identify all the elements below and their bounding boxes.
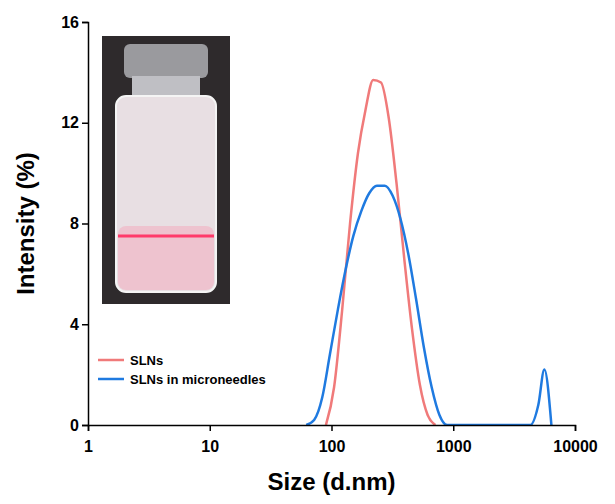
tick-mark — [575, 425, 577, 431]
vial-body — [116, 96, 216, 292]
tick-mark — [82, 123, 88, 125]
tick-label: 100 — [319, 438, 346, 455]
y-axis-title: Intensity (%) — [12, 152, 39, 295]
tick-label: 8 — [70, 215, 79, 232]
tick-label: 16 — [61, 14, 79, 31]
tick-mark — [82, 324, 88, 326]
legend: SLNs SLNs in microneedles — [98, 353, 266, 387]
photo-background — [102, 36, 230, 304]
tick: 10000 — [553, 425, 598, 455]
tick-mark — [82, 22, 88, 24]
axis-line — [82, 23, 89, 426]
vial-neck — [132, 76, 200, 98]
tick-mark — [82, 223, 88, 225]
tick: 0 — [70, 417, 88, 434]
legend-swatch — [98, 359, 124, 362]
tick: 4 — [70, 316, 88, 333]
tick-mark — [82, 425, 88, 427]
x-axis-title: Size (d.nm) — [267, 468, 395, 495]
plot: 1 10 100 1000 10000 0 4 8 12 16 SLNs SLNs in micron… — [61, 14, 598, 455]
tick-label: 12 — [61, 114, 79, 131]
tick: 16 — [61, 14, 88, 31]
series-line — [306, 186, 551, 425]
tick: 8 — [70, 215, 88, 232]
chart: 1 10 100 1000 10000 0 4 8 12 16 SLNs SLNs in micron… — [0, 0, 615, 504]
tick-label: 0 — [70, 417, 79, 434]
tick: 12 — [61, 114, 88, 131]
tick-label: 4 — [70, 316, 79, 333]
tick-mark — [331, 425, 333, 431]
tick-label: 1000 — [436, 438, 472, 455]
tick-mark — [210, 425, 212, 431]
legend-label: SLNs — [130, 353, 163, 368]
laser-beam — [118, 235, 214, 238]
series-line — [326, 80, 436, 425]
tick: 1 — [84, 425, 93, 455]
vial-cap — [124, 44, 208, 78]
y-axis: 0 4 8 12 16 — [61, 14, 88, 434]
inset-photo — [102, 36, 230, 304]
tick: 10 — [201, 425, 219, 455]
tick-label: 1 — [84, 438, 93, 455]
vial-liquid — [118, 226, 214, 290]
tick-label: 10 — [201, 438, 219, 455]
series-lines — [306, 80, 551, 425]
tick: 1000 — [436, 425, 472, 455]
x-axis: 1 10 100 1000 10000 — [84, 425, 598, 455]
axis-line — [89, 426, 576, 432]
tick-label: 10000 — [553, 438, 598, 455]
tick: 100 — [319, 425, 346, 455]
tick-mark — [453, 425, 455, 431]
legend-swatch — [98, 378, 124, 381]
legend-label: SLNs in microneedles — [130, 372, 266, 387]
